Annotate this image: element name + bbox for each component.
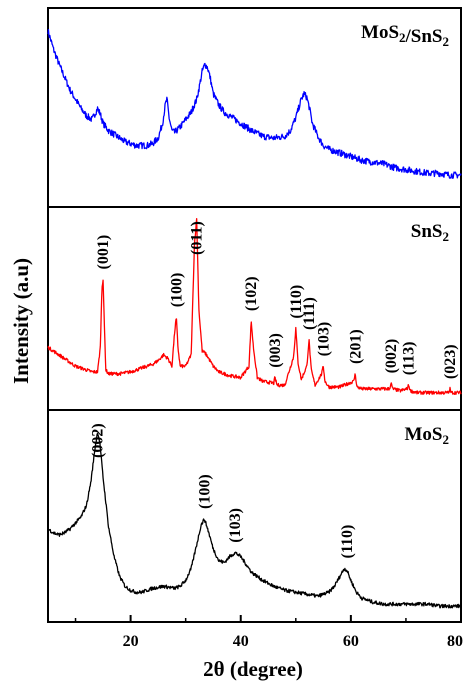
peak-label-2-12: (023) xyxy=(442,344,459,379)
y-axis-title: Intensity (a.u) xyxy=(9,258,33,384)
peak-label-2-3: (011) xyxy=(189,221,206,255)
peak-label-2-11: (113) xyxy=(401,342,418,376)
peak-label-3-2: (100) xyxy=(196,474,213,509)
series-line-1 xyxy=(47,28,462,179)
peak-label-3-3: (103) xyxy=(227,508,244,543)
series-line-2 xyxy=(47,218,462,396)
peak-label-2-10: (002) xyxy=(383,339,400,374)
panel-label-1: MoS2/SnS2 xyxy=(361,22,449,49)
panel-frame-3 xyxy=(47,409,462,623)
x-axis-title: 2θ (degree) xyxy=(203,657,303,681)
panel-label-3: MoS2 xyxy=(405,424,450,447)
peak-label-3-4: (110) xyxy=(339,525,356,559)
peak-label-2-7: (111) xyxy=(301,297,318,330)
peak-label-3-1: (002) xyxy=(90,423,107,458)
peak-label-2-5: (003) xyxy=(267,333,284,368)
peak-label-2-6: (110) xyxy=(288,285,305,319)
peak-label-2-1: (001) xyxy=(95,235,112,270)
panel-label-2: SnS2 xyxy=(411,221,449,244)
peak-label-2-8: (103) xyxy=(315,322,332,357)
series-line-3 xyxy=(47,432,462,609)
x-tick-label-40: 40 xyxy=(233,633,249,650)
x-tick-label-20: 20 xyxy=(123,633,139,650)
peak-label-2-4: (102) xyxy=(243,276,260,311)
peak-label-2-9: (201) xyxy=(347,329,364,364)
x-tick-label-80: 80 xyxy=(447,633,463,650)
peak-label-2-2: (100) xyxy=(168,273,185,308)
x-tick-label-60: 60 xyxy=(343,633,359,650)
